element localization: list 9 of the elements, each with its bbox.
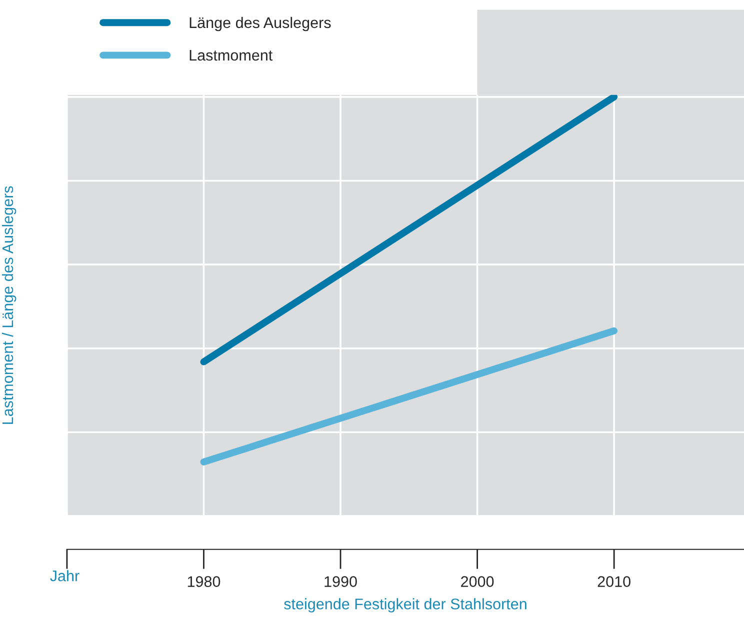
- text: Jahr: [50, 570, 80, 582]
- x-axis-title: steigende Festigkeit der Stahlsorten: [284, 598, 526, 612]
- y-axis-title: Lastmoment / Länge des Auslegers: [2, 186, 16, 424]
- legend-label: Länge des Auslegers: [190, 16, 331, 32]
- legend-label: Lastmoment: [190, 50, 273, 61]
- x-tick-label: 1990: [324, 576, 357, 587]
- x-tick-label: 2010: [598, 576, 630, 587]
- x-tick-label: 1980: [188, 576, 220, 587]
- x-tick-label: 2000: [461, 576, 494, 587]
